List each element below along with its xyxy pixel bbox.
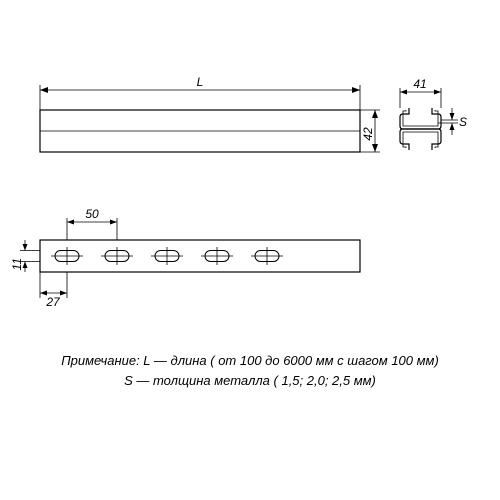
label-50: 50 <box>85 207 99 221</box>
label-L: L <box>197 75 204 89</box>
dim-11: 11 <box>10 240 40 272</box>
label-41: 41 <box>413 77 426 91</box>
slots <box>51 247 283 265</box>
bottom-view: 50 27 11 <box>10 207 360 309</box>
dim-50: 50 <box>67 207 117 240</box>
label-27: 27 <box>45 295 61 309</box>
technical-drawing: L 42 41 <box>0 0 500 500</box>
label-42: 42 <box>361 127 375 141</box>
dim-41: 41 <box>400 77 441 108</box>
label-S: S <box>459 115 467 129</box>
dim-L: L <box>40 75 360 110</box>
dim-42: 42 <box>360 110 380 152</box>
side-view: L 42 <box>40 75 380 152</box>
dim-27: 27 <box>40 272 67 309</box>
note-line1: Примечание: L — длина ( от 100 до 6000 м… <box>61 353 439 368</box>
note-line2: S — толщина металла ( 1,5; 2,0; 2,5 мм) <box>124 373 376 388</box>
dim-S: S <box>438 108 467 135</box>
label-11: 11 <box>10 258 24 270</box>
cross-section: 41 S <box>400 77 467 150</box>
